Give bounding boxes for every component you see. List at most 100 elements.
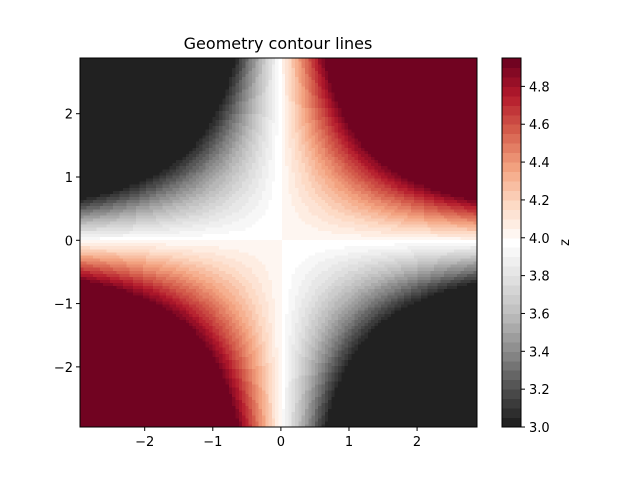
contour-cell: [195, 85, 200, 90]
contour-cell: [199, 417, 204, 422]
contour-cell: [93, 319, 98, 324]
contour-cell: [202, 67, 207, 71]
contour-cell: [209, 177, 213, 182]
contour-cell: [109, 282, 114, 287]
contour-cell: [139, 377, 144, 382]
contour-cell: [89, 291, 94, 296]
contour-cell: [89, 131, 94, 136]
contour-cell: [106, 70, 111, 74]
contour-cell: [212, 58, 217, 62]
contour-cell: [80, 264, 84, 268]
contour-cell: [142, 322, 147, 327]
contour-cell: [182, 110, 187, 114]
contour-cell: [202, 267, 207, 271]
contour-cell: [89, 67, 94, 71]
contour-cell: [139, 304, 144, 308]
contour-cell: [192, 199, 197, 204]
contour-cell: [205, 282, 210, 287]
contour-cell: [159, 190, 164, 194]
contour-cell: [199, 356, 204, 360]
contour-cell: [162, 131, 167, 136]
contour-cell: [106, 294, 111, 299]
contour-cell: [86, 144, 91, 148]
contour-cell: [212, 285, 217, 290]
contour-cell: [129, 131, 134, 136]
contour-cell: [132, 313, 137, 317]
contour-cell: [195, 337, 200, 342]
contour-cell: [199, 208, 204, 213]
contour-cell: [99, 79, 104, 84]
contour-cell: [99, 396, 104, 400]
contour-cell: [119, 402, 124, 407]
contour-cell: [136, 70, 141, 74]
contour-cell: [103, 383, 108, 388]
contour-cell: [142, 230, 147, 234]
contour-cell: [129, 153, 134, 157]
contour-cell: [89, 414, 94, 419]
contour-cell: [209, 343, 213, 348]
contour-cell: [209, 82, 213, 87]
contour-cell: [152, 88, 157, 93]
contour-cell: [156, 328, 160, 333]
contour-cell: [83, 70, 88, 74]
contour-cell: [182, 383, 187, 388]
contour-cell: [129, 254, 134, 259]
contour-cell: [205, 64, 210, 68]
contour-cell: [139, 177, 144, 182]
contour-cell: [106, 199, 111, 204]
contour-cell: [132, 350, 137, 354]
contour-cell: [136, 227, 141, 231]
contour-cell: [99, 144, 104, 148]
contour-cell: [152, 217, 157, 222]
contour-cell: [172, 288, 177, 293]
contour-cell: [159, 291, 164, 296]
contour-cell: [209, 101, 213, 105]
contour-cell: [103, 122, 108, 127]
contour-cell: [162, 420, 167, 425]
contour-cell: [99, 405, 104, 410]
contour-cell: [113, 328, 117, 333]
contour-cell: [212, 181, 217, 185]
contour-cell: [212, 97, 217, 102]
contour-cell: [146, 411, 151, 416]
contour-cell: [159, 288, 164, 293]
contour-cell: [192, 313, 197, 317]
contour-cell: [93, 184, 98, 188]
contour-cell: [175, 423, 180, 428]
contour-cell: [113, 70, 117, 74]
contour-cell: [209, 322, 213, 327]
contour-cell: [202, 196, 207, 201]
contour-cell: [123, 187, 127, 191]
contour-cell: [152, 390, 157, 394]
contour-cell: [159, 331, 164, 336]
contour-cell: [146, 420, 151, 425]
contour-cell: [182, 347, 187, 351]
contour-cell: [136, 319, 141, 324]
contour-cell: [96, 334, 101, 339]
contour-cell: [132, 147, 137, 151]
contour-cell: [109, 396, 114, 400]
contour-cell: [149, 128, 154, 133]
contour-cell: [106, 279, 111, 284]
contour-cell: [119, 285, 124, 290]
contour-cell: [93, 254, 98, 259]
contour-cell: [182, 288, 187, 293]
contour-cell: [116, 423, 121, 428]
contour-cell: [146, 254, 151, 259]
contour-cell: [185, 350, 190, 354]
contour-cell: [126, 199, 131, 204]
contour-cell: [80, 147, 84, 151]
contour-cell: [172, 279, 177, 284]
contour-cell: [123, 331, 127, 336]
contour-cell: [166, 310, 170, 314]
contour-cell: [93, 380, 98, 385]
contour-cell: [212, 227, 217, 231]
contour-cell: [205, 242, 210, 247]
contour-cell: [99, 190, 104, 194]
contour-cell: [123, 101, 127, 105]
contour-cell: [139, 196, 144, 201]
contour-cell: [182, 85, 187, 90]
contour-cell: [185, 393, 190, 397]
contour-cell: [189, 224, 194, 228]
contour-cell: [169, 104, 174, 108]
